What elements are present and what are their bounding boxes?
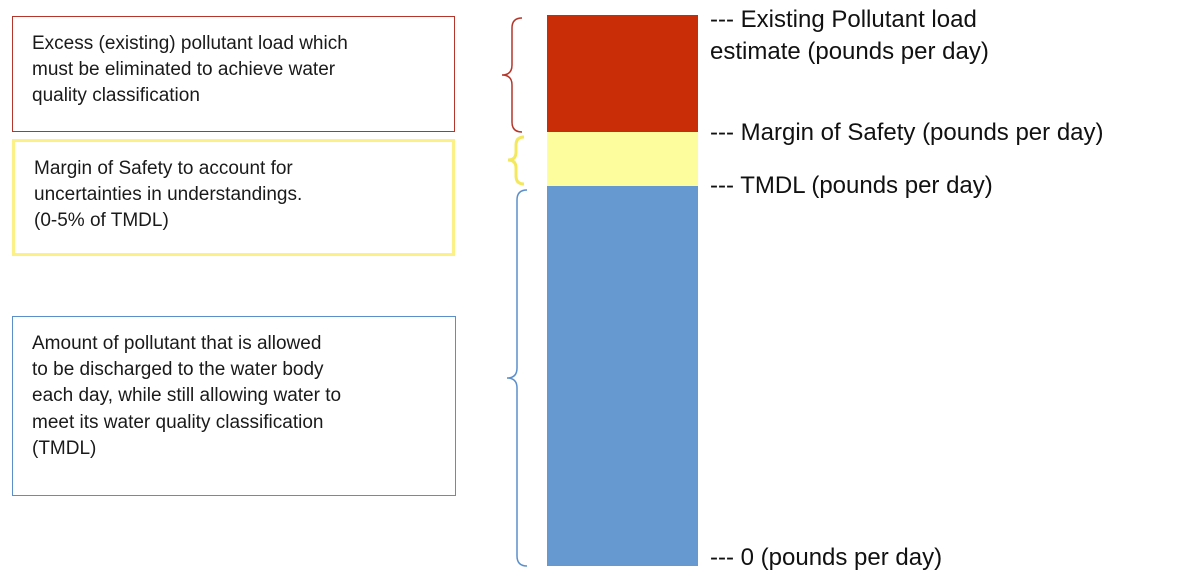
excess-load-callout: Excess (existing) pollutant load which m… bbox=[12, 16, 455, 132]
margin-of-safety-brace bbox=[507, 135, 525, 186]
tmdl-brace bbox=[506, 189, 528, 567]
excess-load-segment bbox=[547, 15, 698, 132]
existing-load-label: --- Existing Pollutant load estimate (po… bbox=[710, 6, 989, 66]
margin-of-safety-segment bbox=[547, 132, 698, 186]
tmdl-label: --- TMDL (pounds per day) bbox=[710, 172, 993, 199]
margin-of-safety-callout: Margin of Safety to account for uncertai… bbox=[12, 139, 455, 256]
margin-of-safety-label: --- Margin of Safety (pounds per day) bbox=[710, 119, 1104, 146]
zero-load-label: --- 0 (pounds per day) bbox=[710, 544, 943, 571]
tmdl-callout: Amount of pollutant that is allowed to b… bbox=[12, 316, 456, 496]
excess-brace bbox=[501, 17, 523, 133]
tmdl-segment bbox=[547, 186, 698, 566]
